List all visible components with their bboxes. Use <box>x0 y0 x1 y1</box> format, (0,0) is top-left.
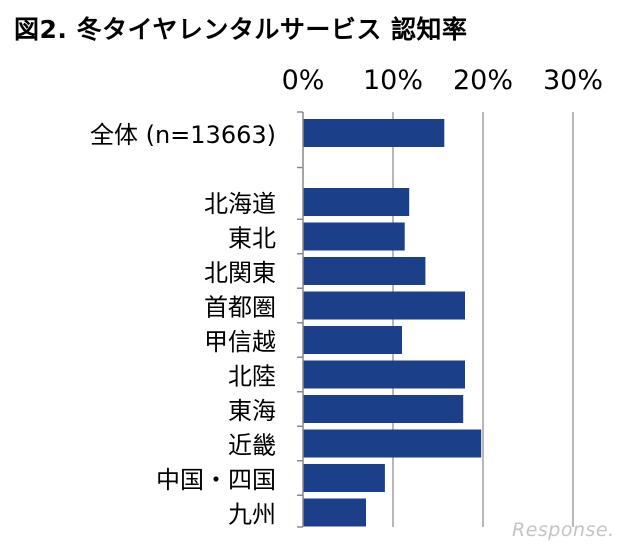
y-axis <box>297 111 304 528</box>
category-label: 北海道 <box>204 190 276 218</box>
category-label: 近畿 <box>228 432 276 460</box>
bar <box>303 360 465 389</box>
x-axis-tick-labels: 0% 10% 20% 30% <box>282 65 603 96</box>
category-label: 東海 <box>228 397 276 425</box>
category-label: 東北 <box>228 225 276 253</box>
bar <box>303 395 464 423</box>
category-label: 北関東 <box>204 259 276 287</box>
bar <box>303 222 405 251</box>
x-tick-label: 10% <box>363 65 423 96</box>
bar <box>303 119 445 147</box>
category-label: 全体 (n=13663) <box>90 121 276 149</box>
bar <box>303 188 410 216</box>
bar <box>303 498 366 527</box>
bar <box>303 326 402 354</box>
x-tick-label: 20% <box>453 65 513 96</box>
category-label: 首都圏 <box>204 294 276 322</box>
category-label: 北陸 <box>228 363 276 391</box>
bar <box>303 429 482 458</box>
bar <box>303 291 465 320</box>
x-tick-label: 30% <box>543 65 603 96</box>
bars <box>303 119 482 527</box>
bar <box>303 257 426 285</box>
chart-title: 図2. 冬タイヤレンタルサービス 認知率 <box>14 15 468 44</box>
x-tick-label: 0% <box>282 65 325 96</box>
category-label: 中国・四国 <box>156 466 276 494</box>
watermark-logo: Response. <box>512 519 615 541</box>
category-label: 九州 <box>228 501 276 529</box>
bar <box>303 464 385 492</box>
category-label: 甲信越 <box>204 328 276 356</box>
